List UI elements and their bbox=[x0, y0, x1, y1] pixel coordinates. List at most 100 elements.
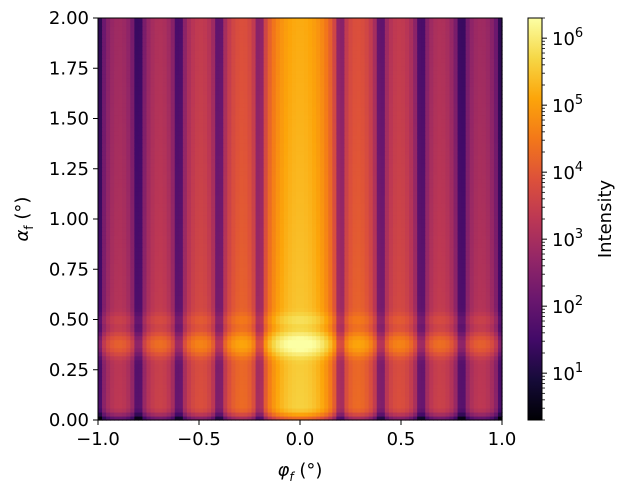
heatmap-cell bbox=[267, 343, 273, 349]
heatmap-cell bbox=[194, 335, 200, 341]
heatmap-cell bbox=[231, 299, 236, 305]
heatmap-cell bbox=[102, 391, 107, 397]
heatmap-cell bbox=[469, 399, 475, 405]
heatmap-cell bbox=[267, 355, 273, 361]
heatmap-cell bbox=[146, 395, 152, 401]
heatmap-cell bbox=[219, 259, 224, 264]
heatmap-cell bbox=[360, 291, 366, 296]
heatmap-cell bbox=[243, 311, 249, 317]
heatmap-cell bbox=[417, 387, 422, 393]
heatmap-cell bbox=[150, 231, 156, 236]
heatmap-cell bbox=[441, 307, 447, 313]
heatmap-cell bbox=[114, 411, 119, 417]
heatmap-cell bbox=[445, 227, 451, 232]
heatmap-cell bbox=[275, 371, 281, 377]
heatmap-cell bbox=[251, 399, 257, 405]
heatmap-cell bbox=[441, 395, 447, 401]
heatmap-cell bbox=[190, 299, 196, 305]
heatmap-cell bbox=[130, 351, 135, 357]
heatmap-cell bbox=[364, 335, 370, 341]
heatmap-cell bbox=[413, 283, 418, 288]
heatmap-cell bbox=[441, 383, 447, 389]
heatmap-cell bbox=[332, 355, 337, 361]
heatmap-cell bbox=[243, 335, 249, 341]
heatmap-cell bbox=[441, 315, 447, 321]
heatmap-cell bbox=[219, 323, 224, 329]
heatmap-cell bbox=[142, 267, 148, 272]
heatmap-cell bbox=[267, 263, 273, 268]
heatmap-cell bbox=[409, 247, 414, 252]
heatmap-cell bbox=[445, 367, 451, 373]
heatmap-cell bbox=[138, 379, 144, 385]
heatmap-cell bbox=[352, 335, 358, 341]
heatmap-cell bbox=[453, 243, 459, 248]
heatmap-cell bbox=[239, 239, 245, 244]
heatmap-cell bbox=[182, 415, 188, 421]
heatmap-cell bbox=[469, 247, 475, 252]
heatmap-cell bbox=[186, 223, 192, 228]
heatmap-cell bbox=[130, 239, 135, 244]
heatmap-cell bbox=[102, 323, 107, 329]
heatmap-cell bbox=[300, 411, 305, 417]
heatmap-cell bbox=[199, 399, 204, 405]
heatmap-cell bbox=[384, 387, 390, 393]
heatmap-cell bbox=[368, 347, 374, 353]
heatmap-cell bbox=[308, 407, 313, 413]
heatmap-cell bbox=[396, 219, 402, 224]
heatmap-cell bbox=[457, 323, 463, 329]
heatmap-cell bbox=[316, 351, 321, 357]
heatmap-cell bbox=[372, 303, 378, 309]
heatmap-cell bbox=[118, 351, 123, 357]
heatmap-cell bbox=[227, 335, 232, 341]
heatmap-cell bbox=[429, 411, 434, 417]
heatmap-cell bbox=[235, 403, 240, 409]
heatmap-cell bbox=[231, 243, 236, 248]
heatmap-cell bbox=[194, 283, 200, 288]
heatmap-cell bbox=[154, 319, 160, 325]
heatmap-cell bbox=[388, 295, 394, 300]
heatmap-cell bbox=[473, 351, 479, 357]
heatmap-cell bbox=[348, 235, 354, 240]
heatmap-cell bbox=[126, 267, 131, 272]
heatmap-cell bbox=[146, 383, 152, 389]
heatmap-cell bbox=[295, 279, 301, 284]
heatmap-cell bbox=[368, 255, 374, 260]
heatmap-cell bbox=[154, 231, 160, 236]
heatmap-cell bbox=[247, 323, 253, 329]
heatmap-cell bbox=[441, 227, 447, 232]
heatmap-cell bbox=[174, 251, 180, 256]
heatmap-cell bbox=[186, 279, 192, 284]
heatmap-cell bbox=[267, 347, 273, 353]
heatmap-cell bbox=[497, 295, 503, 300]
heatmap-cell bbox=[146, 407, 152, 413]
heatmap-cell bbox=[388, 347, 394, 353]
heatmap-cell bbox=[178, 283, 184, 288]
heatmap-cell bbox=[223, 315, 228, 321]
heatmap-cell bbox=[348, 351, 354, 357]
heatmap-cell bbox=[239, 367, 245, 373]
heatmap-cell bbox=[279, 303, 285, 309]
heatmap-cell bbox=[154, 339, 160, 345]
heatmap-cell bbox=[352, 263, 358, 268]
heatmap-cell bbox=[485, 267, 491, 272]
heatmap-cell bbox=[425, 351, 430, 357]
heatmap-cell bbox=[98, 351, 103, 357]
heatmap-cell bbox=[247, 251, 253, 256]
heatmap-cell bbox=[166, 415, 172, 421]
heatmap-cell bbox=[126, 263, 131, 268]
heatmap-cell bbox=[259, 351, 265, 357]
heatmap-cell bbox=[336, 331, 341, 337]
heatmap-cell bbox=[445, 407, 451, 413]
heatmap-cell bbox=[199, 335, 204, 341]
heatmap-cell bbox=[368, 263, 374, 268]
heatmap-cell bbox=[194, 323, 200, 329]
heatmap-cell bbox=[122, 243, 127, 248]
heatmap-cell bbox=[134, 267, 139, 272]
heatmap-cell bbox=[348, 287, 354, 292]
heatmap-cell bbox=[247, 291, 253, 296]
heatmap-cell bbox=[489, 299, 495, 305]
heatmap-cell bbox=[271, 387, 277, 393]
heatmap-cell bbox=[190, 279, 196, 284]
heatmap-cell bbox=[429, 403, 434, 409]
heatmap-cell bbox=[182, 239, 188, 244]
